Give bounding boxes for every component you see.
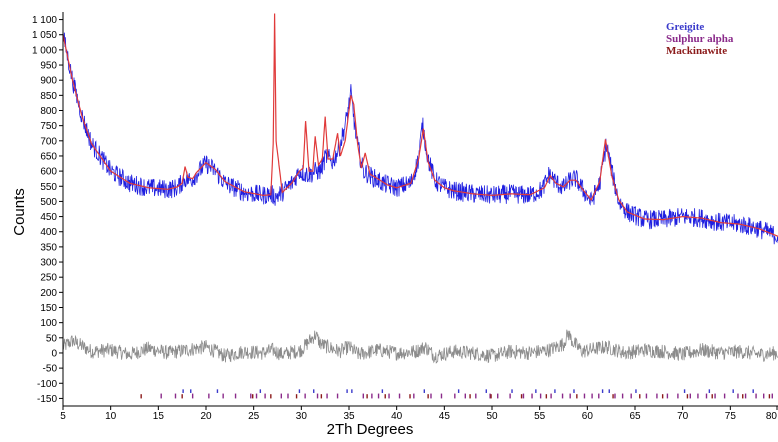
y-tick-label: 500 xyxy=(40,197,57,208)
x-tick-label: 75 xyxy=(725,411,737,422)
y-tick-label: 350 xyxy=(40,242,57,253)
x-tick-label: 40 xyxy=(391,411,403,422)
y-tick-label: 750 xyxy=(40,121,57,132)
reflection-markers-group xyxy=(140,389,773,399)
x-tick-label: 50 xyxy=(486,411,498,422)
series-group xyxy=(62,13,778,364)
x-tick-label: 20 xyxy=(200,411,212,422)
x-tick-label: 45 xyxy=(439,411,451,422)
y-tick-label: -50 xyxy=(43,364,58,375)
y-tick-label: 150 xyxy=(40,303,57,314)
y-tick-label: 400 xyxy=(40,227,57,238)
y-tick-label: -150 xyxy=(37,394,57,405)
y-tick-label: 650 xyxy=(40,151,57,162)
x-tick-label: 70 xyxy=(677,411,689,422)
calculated-series-line xyxy=(62,13,778,237)
x-tick-label: 15 xyxy=(153,411,165,422)
y-tick-label: 950 xyxy=(40,61,57,72)
x-tick-label: 10 xyxy=(105,411,117,422)
y-tick-label: 300 xyxy=(40,258,57,269)
y-tick-label: 700 xyxy=(40,136,57,147)
x-tick-label: 55 xyxy=(534,411,546,422)
x-tick-label: 25 xyxy=(248,411,260,422)
y-tick-label: 450 xyxy=(40,212,57,223)
x-tick-label: 60 xyxy=(582,411,594,422)
legend-entry: Mackinawite xyxy=(666,45,727,57)
x-tick-label: 30 xyxy=(296,411,308,422)
y-tick-label: 0 xyxy=(51,348,57,359)
y-tick-label: -100 xyxy=(37,379,57,390)
legend-entry: Sulphur alpha xyxy=(666,33,734,45)
y-tick-label: 1 050 xyxy=(32,30,57,41)
y-tick-label: 850 xyxy=(40,91,57,102)
y-tick-label: 600 xyxy=(40,167,57,178)
y-tick-label: 250 xyxy=(40,273,57,284)
observed-series-line xyxy=(62,29,778,245)
difference-series-line xyxy=(62,329,778,364)
y-tick-label: 800 xyxy=(40,106,57,117)
x-tick-label: 65 xyxy=(629,411,641,422)
legend-entry: Greigite xyxy=(666,21,704,33)
y-ticks-group: 1 100 1 050 1 000 950 900 850 800 750 700 650 600 5… xyxy=(32,15,63,405)
x-ticks-group: 5 10 15 20 25 30 35 40 45 50 55 60 65 70 75 80 xyxy=(60,406,778,422)
x-tick-label: 35 xyxy=(343,411,355,422)
x-axis-title: 2Th Degrees xyxy=(327,421,414,437)
y-tick-label: 200 xyxy=(40,288,57,299)
y-tick-label: 100 xyxy=(40,318,57,329)
x-tick-label: 5 xyxy=(60,411,66,422)
y-tick-label: 50 xyxy=(46,333,58,344)
axes-group xyxy=(62,12,778,407)
y-axis-title: Counts xyxy=(11,188,28,236)
y-tick-label: 550 xyxy=(40,182,57,193)
x-tick-label: 80 xyxy=(766,411,778,422)
y-tick-label: 1 100 xyxy=(32,15,57,26)
y-tick-label: 900 xyxy=(40,76,57,87)
y-tick-label: 1 000 xyxy=(32,45,57,56)
